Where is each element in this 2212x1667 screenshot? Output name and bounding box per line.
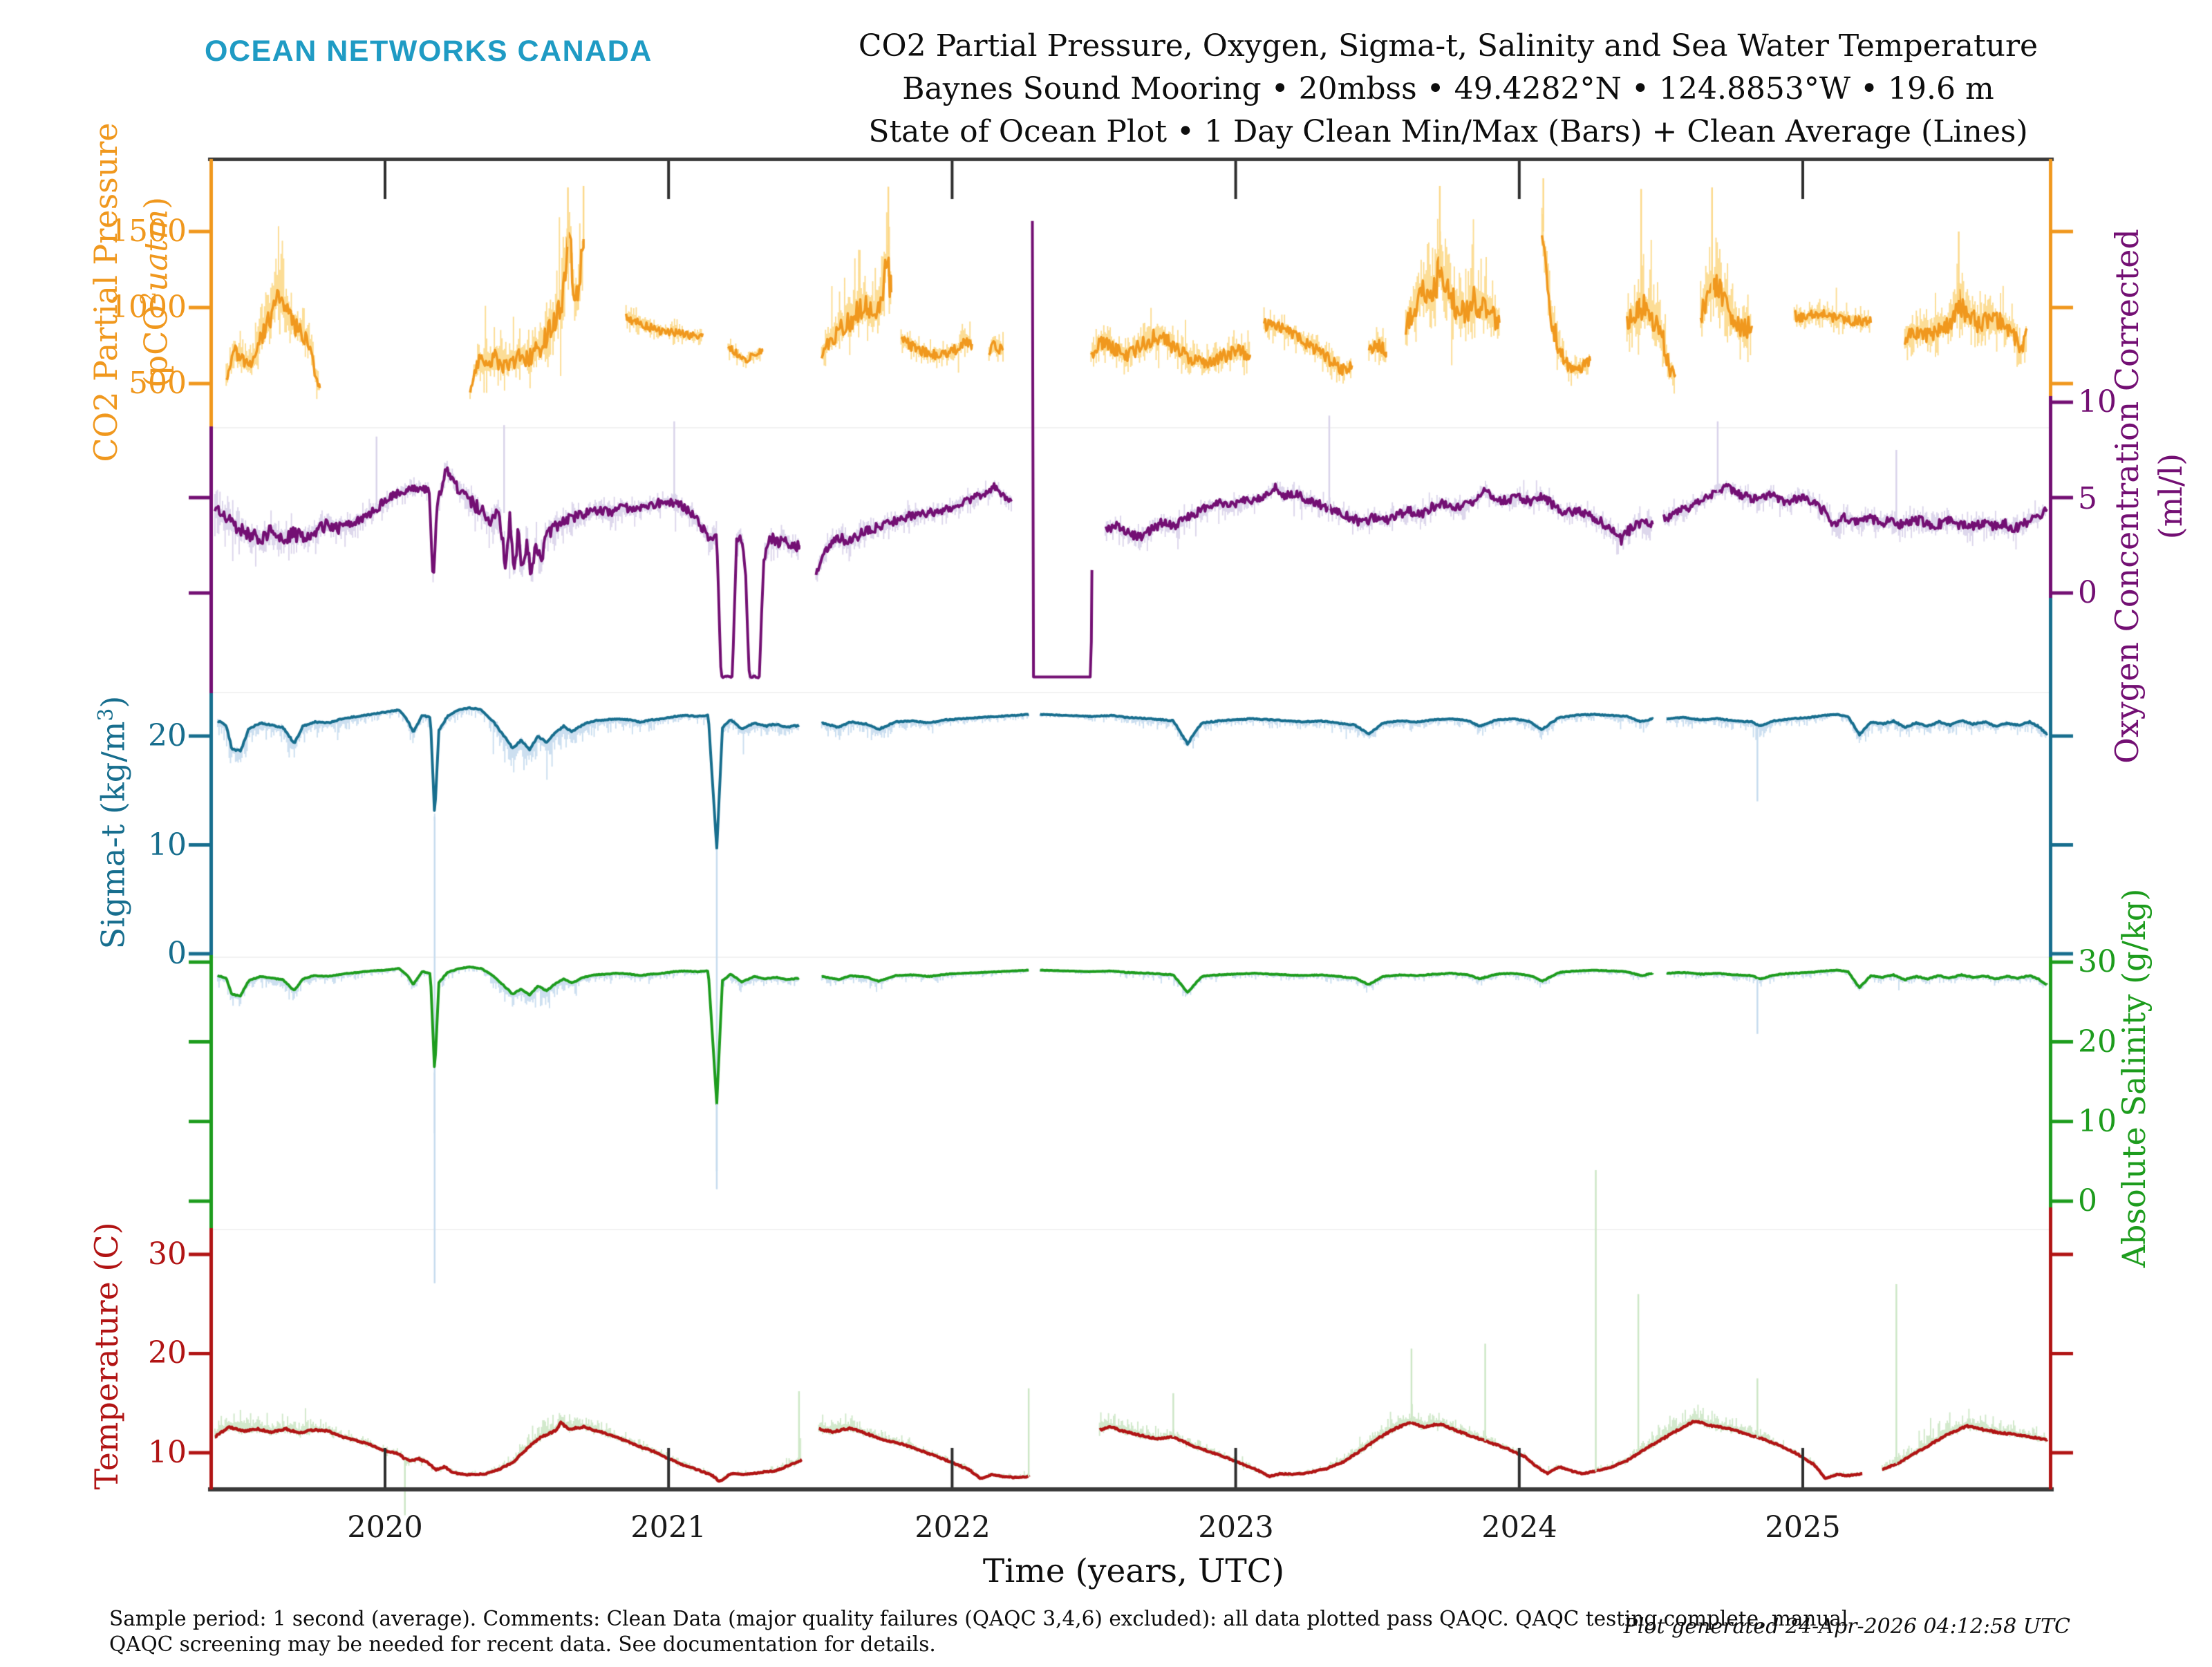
sigma-t-axis-label: Sigma-t (kg/m3) bbox=[85, 511, 132, 1133]
sigma-label-post: ) bbox=[94, 695, 132, 708]
o2-tick-0: 0 bbox=[2078, 575, 2097, 610]
sal-tick-0: 0 bbox=[2078, 1183, 2097, 1218]
x-tick-2025: 2025 bbox=[1765, 1510, 1841, 1545]
sal-tick-20: 20 bbox=[2078, 1024, 2117, 1059]
ocean-networks-canada-logo: OCEAN NETWORKS CANADA bbox=[205, 35, 653, 68]
co2-unit-post: ) bbox=[137, 196, 175, 209]
sigma-tick-20: 20 bbox=[148, 718, 187, 753]
title-line-3: State of Ocean Plot • 1 Day Clean Min/Ma… bbox=[868, 114, 2028, 149]
temp-tick-20: 20 bbox=[148, 1335, 187, 1371]
co2-tick-1000: 1000 bbox=[109, 290, 187, 325]
footer-comments: Sample period: 1 second (average). Comme… bbox=[109, 1606, 1848, 1657]
x-tick-2022: 2022 bbox=[915, 1510, 991, 1545]
co2-tick-1500: 1500 bbox=[109, 214, 187, 249]
temp-tick-10: 10 bbox=[148, 1435, 187, 1470]
sal-tick-30: 30 bbox=[2078, 944, 2117, 979]
temp-tick-30: 30 bbox=[148, 1236, 187, 1272]
plot-title: CO2 Partial Pressure, Oxygen, Sigma-t, S… bbox=[823, 25, 2074, 153]
x-tick-2023: 2023 bbox=[1198, 1510, 1274, 1545]
x-tick-2020: 2020 bbox=[347, 1510, 423, 1545]
sal-tick-10: 10 bbox=[2078, 1104, 2117, 1139]
title-line-2: Baynes Sound Mooring • 20mbss • 49.4282°… bbox=[902, 71, 1994, 106]
x-axis-label: Time (years, UTC) bbox=[982, 1552, 1285, 1590]
co2-tick-500: 500 bbox=[129, 366, 187, 401]
title-line-1: CO2 Partial Pressure, Oxygen, Sigma-t, S… bbox=[858, 28, 2038, 64]
sigma-tick-0: 0 bbox=[167, 936, 187, 971]
sigma-tick-10: 10 bbox=[148, 827, 187, 863]
salinity-axis-label: Absolute Salinity (g/kg) bbox=[2115, 888, 2153, 1268]
footer-line-1: Sample period: 1 second (average). Comme… bbox=[109, 1607, 1848, 1630]
x-tick-2021: 2021 bbox=[630, 1510, 706, 1545]
plot-generated-timestamp: Plot generated 24-Apr-2026 04:12:58 UTC bbox=[1623, 1614, 2070, 1639]
o2-tick-5: 5 bbox=[2078, 481, 2097, 516]
footer-line-2: QAQC screening may be needed for recent … bbox=[109, 1632, 936, 1656]
o2-tick-10: 10 bbox=[2078, 384, 2117, 420]
x-tick-2024: 2024 bbox=[1481, 1510, 1557, 1545]
